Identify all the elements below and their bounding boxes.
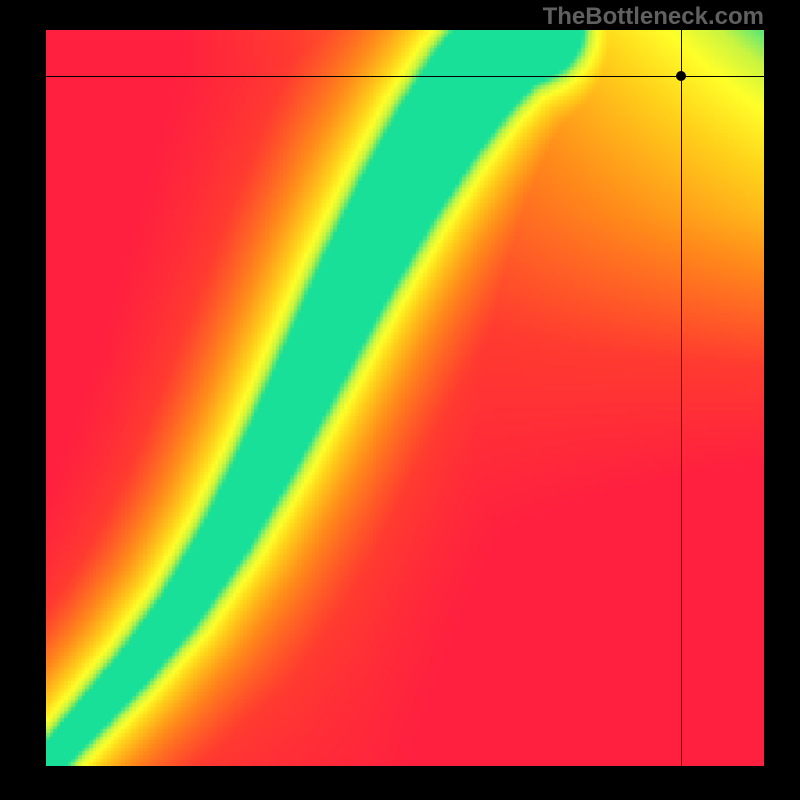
- watermark-text: TheBottleneck.com: [543, 3, 764, 31]
- crosshair-vertical: [681, 30, 682, 766]
- crosshair-horizontal: [46, 76, 764, 77]
- heatmap-plot: [46, 30, 764, 766]
- heatmap-canvas: [46, 30, 764, 766]
- crosshair-marker: [676, 71, 686, 81]
